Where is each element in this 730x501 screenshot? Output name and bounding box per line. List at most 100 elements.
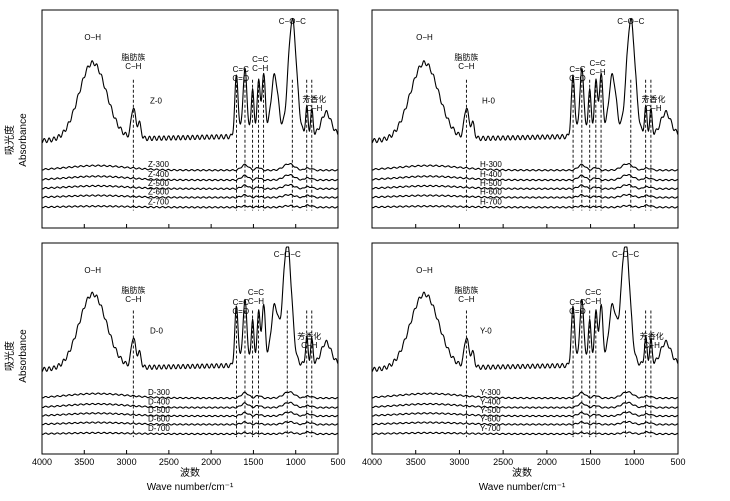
y-axis-title-bottom: 吸光度 Absorbance [3,329,29,383]
x-axis-label-cn-left: 波数 [180,466,200,479]
series-label: Y-700 [480,424,501,433]
series-label: D-300 [148,388,170,397]
peak-annotation: C=O [569,307,586,316]
peak-annotation: C−O−C [612,250,639,259]
series-label: Y-400 [480,398,501,407]
peak-annotation: C−H [306,104,322,113]
peak-annotation: C−H [644,341,660,350]
series-label: Z-400 [148,170,169,179]
series-label: Z-0 [150,97,163,106]
x-tick-label: 4000 [362,457,382,467]
panel-frame [41,9,339,229]
peak-annotation: O−H [84,266,101,275]
series-label: H-0 [482,97,495,106]
series-line-d-600 [41,420,338,426]
x-tick-label: 2000 [201,457,221,467]
panel-frame [371,9,679,229]
series-line-y-300 [371,391,678,400]
peak-annotation: C=C [585,288,601,297]
series-line-d-700 [41,430,338,436]
y-axis-title-top: 吸光度 Absorbance [3,113,29,167]
peak-annotation: C−H [301,341,317,350]
peak-annotation: 脂肪族 [454,285,478,295]
peak-annotation: C=C [252,55,268,64]
y-axis-label-en-top: Absorbance [18,113,29,167]
peak-annotation: C−H [589,68,605,77]
series-label: H-600 [480,187,502,196]
peak-annotation: C−O−C [617,17,644,26]
series-line-h-700 [371,204,678,209]
series-label: D-400 [148,398,170,407]
x-axis-title-right: 波数 Wave number/cm⁻¹ [479,466,566,493]
x-tick-label: 2500 [493,457,513,467]
peak-annotation: 脂肪族 [454,52,478,62]
series-line-z-500 [41,183,338,190]
series-label: H-500 [480,179,502,188]
x-axis-label-en-left: Wave number/cm⁻¹ [147,482,234,493]
panel-frame [371,242,679,455]
series-label: D-0 [150,327,163,336]
series-line-z-600 [41,193,338,199]
x-axis-label-cn-right: 波数 [512,466,532,479]
series-line-d-300 [41,391,338,400]
series-label: Y-300 [480,388,501,397]
peak-annotation: C=C [589,59,605,68]
x-tick-label: 3500 [74,457,94,467]
x-tick-label: 1500 [581,457,601,467]
peak-annotation: C−O−C [279,17,306,26]
series-line-d-0 [41,246,339,372]
y-axis-label-cn-top: 吸光度 [3,125,16,155]
peak-annotation: C=O [232,74,249,83]
x-tick-label: 3500 [406,457,426,467]
y-axis-label-cn-bottom: 吸光度 [3,341,16,371]
series-label: D-500 [148,406,170,415]
peak-annotation: C−H [585,297,601,306]
peak-annotation: C=C [233,298,249,307]
series-line-z-300 [41,163,338,172]
peak-annotation: 芳香化 [297,331,321,341]
series-line-d-400 [41,401,338,409]
series-label: H-400 [480,170,502,179]
peak-annotation: 芳香化 [642,94,666,104]
series-line-y-700 [371,430,678,436]
series-label: Y-600 [480,414,501,423]
peak-annotation: C=C [569,298,585,307]
peak-annotation: 脂肪族 [121,285,145,295]
peak-annotation: C−H [252,64,268,73]
series-label: Z-600 [148,187,169,196]
series-line-z-700 [41,204,338,209]
peak-annotation: 芳香化 [640,331,664,341]
peak-annotation: C−H [458,295,474,304]
panel-frame [41,242,339,455]
y-axis-label-en-bottom: Absorbance [18,329,29,383]
x-tick-label: 1000 [286,457,306,467]
peak-annotation: C=C [569,65,585,74]
peak-annotation: C−H [125,62,141,71]
series-line-d-500 [41,411,338,418]
series-label: Y-500 [480,406,501,415]
x-tick-label: 500 [670,457,685,467]
peak-annotation: O−H [84,33,101,42]
series-label: H-700 [480,197,502,206]
x-tick-label: 2500 [159,457,179,467]
series-label: D-600 [148,414,170,423]
series-line-h-400 [371,174,678,182]
peak-annotation: C−H [645,104,661,113]
peak-annotation: C=C [233,65,249,74]
series-line-y-600 [371,420,678,426]
series-label: Z-700 [148,197,169,206]
x-tick-label: 3000 [449,457,469,467]
series-line-h-600 [371,193,678,199]
series-line-h-0 [371,17,679,144]
peak-annotation: C=O [569,74,586,83]
peak-annotation: C−H [248,297,264,306]
peak-annotation: C=C [248,288,264,297]
series-line-y-500 [371,411,678,418]
series-line-y-0 [371,246,679,372]
x-tick-label: 1500 [243,457,263,467]
x-tick-label: 2000 [537,457,557,467]
